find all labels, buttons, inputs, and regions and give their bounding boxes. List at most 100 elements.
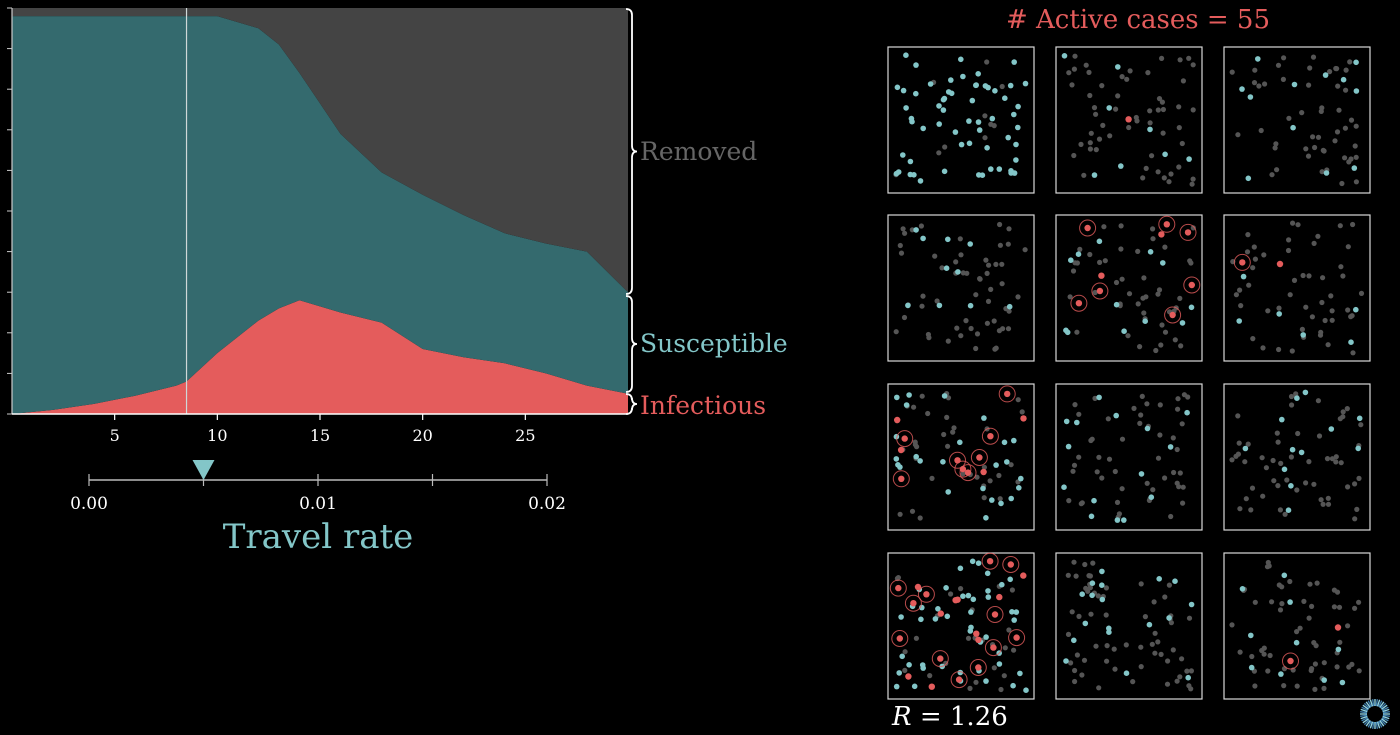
removed-dot [913, 635, 920, 641]
removed-dot [1093, 111, 1099, 117]
susceptible-dot [1242, 445, 1249, 452]
removed-dot [1068, 660, 1074, 666]
removed-dot [1352, 516, 1358, 522]
removed-dot [1315, 233, 1321, 239]
infectious-dot [1020, 572, 1027, 579]
removed-dot [1076, 411, 1082, 417]
removed-dot [1155, 639, 1161, 645]
removed-dot [1287, 578, 1293, 585]
removed-dot [1335, 83, 1341, 89]
removed-dot [1350, 350, 1356, 356]
community-box [887, 383, 1035, 531]
susceptible-dot [1186, 156, 1192, 162]
removed-dot [1092, 289, 1098, 296]
removed-dot [960, 471, 966, 477]
removed-dot [1308, 667, 1314, 674]
susceptible-dot [1079, 591, 1085, 597]
removed-dot [1141, 275, 1147, 281]
removed-dot [1342, 125, 1348, 131]
removed-dot [1349, 661, 1355, 668]
removed-dot [1260, 493, 1266, 499]
removed-dot [1319, 299, 1325, 306]
slider-handle[interactable] [192, 460, 215, 480]
removed-dot [1171, 469, 1177, 476]
infection-radius [970, 449, 988, 466]
removed-dot [1069, 609, 1075, 615]
removed-dot [1138, 581, 1144, 587]
removed-dot [1290, 220, 1296, 226]
removed-dot [1086, 573, 1092, 579]
removed-dot [1065, 572, 1071, 578]
removed-dot [997, 496, 1003, 502]
removed-dot [1172, 337, 1178, 343]
removed-dot [1090, 560, 1096, 566]
removed-dot [1190, 225, 1196, 231]
removed-dot [1072, 260, 1078, 266]
removed-dot [1353, 154, 1359, 160]
removed-dot [1113, 106, 1119, 112]
infectious-dot [910, 600, 917, 607]
removed-dot [1245, 232, 1251, 238]
removed-dot [1137, 420, 1143, 426]
susceptible-dot [1113, 412, 1119, 419]
removed-dot [1081, 172, 1087, 178]
removed-dot [1102, 258, 1108, 264]
removed-dot [973, 292, 979, 298]
infectious-dot [937, 655, 944, 662]
removed-dot [981, 464, 988, 470]
susceptible-dot [992, 88, 998, 94]
removed-dot [987, 478, 993, 484]
removed-dot [1157, 402, 1163, 408]
removed-dot [997, 242, 1004, 248]
removed-dot [1356, 475, 1362, 481]
susceptible-dot [1322, 72, 1329, 78]
removed-dot [1180, 78, 1186, 84]
removed-dot [1275, 62, 1282, 68]
susceptible-dot [1015, 124, 1021, 131]
removed-dot [1249, 653, 1255, 660]
removed-dot [1306, 273, 1312, 279]
susceptible-dot [1289, 446, 1296, 453]
susceptible-dot [1002, 95, 1008, 101]
removed-dot [1155, 291, 1161, 297]
removed-dot [1269, 172, 1275, 178]
removed-dot [1093, 147, 1099, 153]
infection-radius [984, 639, 1002, 657]
susceptible-dot [1166, 615, 1172, 621]
susceptible-dot [983, 515, 989, 521]
removed-dot [944, 414, 950, 420]
susceptible-dot [985, 594, 992, 600]
removed-dot [1186, 683, 1192, 689]
infectious-dot [1013, 634, 1020, 641]
removed-dot [1334, 664, 1340, 670]
susceptible-dot [1123, 670, 1130, 676]
susceptible-dot [985, 588, 991, 594]
infectious-dot [1184, 229, 1192, 236]
removed-dot [953, 259, 959, 265]
removed-dot [1266, 563, 1272, 569]
removed-dot [1229, 622, 1235, 628]
susceptible-dot [1245, 175, 1252, 182]
removed-dot [963, 318, 969, 324]
infectious-dot [1158, 231, 1165, 238]
susceptible-dot [1065, 443, 1072, 450]
spinner-spoke [1365, 701, 1371, 708]
removed-dot [1279, 584, 1285, 590]
susceptible-dot [1011, 111, 1017, 118]
susceptible-dot [1113, 301, 1120, 308]
removed-dot [1336, 107, 1342, 113]
spinner-spoke [1380, 719, 1387, 726]
removed-dot [1288, 393, 1295, 400]
removed-dot [893, 329, 899, 335]
legend-removed: Removed [640, 137, 757, 166]
infection-radius [981, 427, 999, 445]
removed-dot [1344, 406, 1350, 412]
removed-dot [1086, 69, 1092, 75]
travel-rate-slider[interactable]: 0.00 0.01 0.02 [70, 460, 566, 514]
infection-radius [950, 671, 968, 689]
infection-radius [1158, 215, 1176, 233]
brace [625, 295, 638, 393]
susceptible-dot [1071, 637, 1077, 644]
removed-dot [968, 325, 974, 332]
susceptible-dot [1017, 670, 1023, 677]
